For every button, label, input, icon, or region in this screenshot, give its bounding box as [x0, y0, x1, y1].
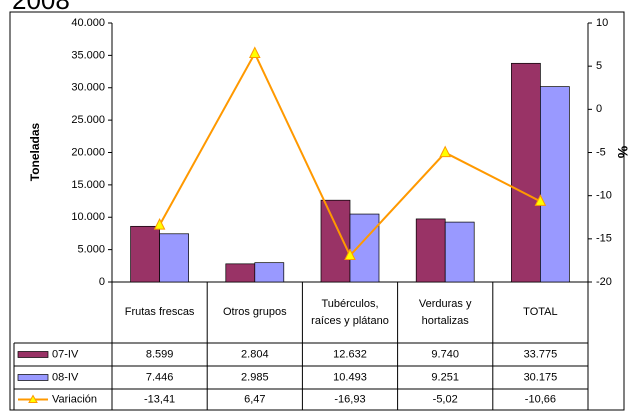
table-value: 30.175	[524, 371, 558, 383]
x-tick-label: Verduras y hortalizas	[418, 297, 472, 327]
y2-tick-label: 10	[596, 17, 608, 29]
table-value: 2.985	[241, 371, 269, 383]
y-tick-label: 30.000	[71, 82, 105, 94]
bar	[415, 218, 446, 283]
table-value: 9.251	[431, 371, 459, 383]
marker	[344, 248, 356, 260]
table-value: 12.632	[333, 348, 367, 360]
y2-tick-label: -5	[596, 146, 606, 158]
bar	[349, 213, 380, 283]
bar	[540, 86, 570, 283]
table-value: -5,02	[433, 393, 458, 405]
marker	[248, 46, 261, 58]
y2-axis-label: %	[615, 145, 631, 158]
x-tick-label: TOTAL	[523, 306, 558, 318]
marker	[153, 217, 166, 230]
y-tick-label: 25.000	[71, 114, 105, 126]
y2-tick-label: 5	[596, 60, 602, 72]
table-value: 9.740	[431, 348, 459, 360]
legend-label: 08-IV	[52, 371, 79, 383]
bar	[254, 262, 285, 283]
marker	[534, 194, 547, 206]
y2-tick-label: -15	[596, 233, 612, 245]
legend-label: 07-IV	[52, 348, 79, 360]
y-tick-label: 40.000	[71, 17, 105, 29]
bar	[511, 62, 541, 283]
table-value: -10,66	[525, 393, 556, 405]
y-axis-label: Toneladas	[28, 122, 42, 181]
y2-tick-label: 0	[596, 103, 602, 115]
x-tick-label: Otros grupos	[222, 306, 287, 318]
table-value: 7.446	[146, 371, 174, 383]
chart-title: 2008	[12, 0, 70, 15]
legend-key	[17, 374, 49, 381]
y-tick-label: 15.000	[71, 179, 105, 191]
table-value: 10.493	[333, 371, 367, 383]
legend-label: Variación	[52, 393, 97, 405]
legend-key	[28, 394, 38, 403]
marker	[439, 145, 452, 158]
y-tick-label: 5.000	[77, 244, 105, 256]
bar	[130, 225, 160, 283]
y-tick-label: 20.000	[71, 146, 105, 158]
y-tick-label: 35.000	[71, 49, 105, 61]
table-value: 8.599	[146, 348, 174, 360]
x-tick-label: Tubérculos, raíces y plátano	[311, 297, 389, 327]
table-value: -16,93	[334, 393, 365, 405]
legend-key	[17, 351, 49, 358]
table-value: 6,47	[244, 393, 265, 405]
bar	[320, 199, 351, 283]
bar	[444, 221, 475, 283]
bar	[159, 233, 189, 283]
table-value: -13,41	[144, 393, 175, 405]
y2-tick-label: -20	[596, 276, 612, 288]
table-value: 2.804	[241, 348, 269, 360]
y-tick-label: 0	[99, 276, 105, 288]
bar	[225, 263, 256, 283]
y-tick-label: 10.000	[71, 211, 105, 223]
table-value: 33.775	[524, 348, 558, 360]
x-tick-label: Frutas frescas	[124, 306, 195, 318]
y2-tick-label: -10	[596, 190, 612, 202]
